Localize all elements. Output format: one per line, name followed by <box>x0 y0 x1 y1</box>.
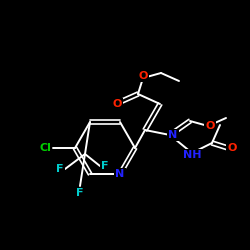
Text: O: O <box>138 71 148 81</box>
Text: N: N <box>168 130 177 140</box>
Text: N: N <box>116 169 124 179</box>
Text: NH: NH <box>183 150 201 160</box>
Text: Cl: Cl <box>39 143 51 153</box>
Text: O: O <box>205 121 215 131</box>
Text: F: F <box>101 161 109 171</box>
Text: F: F <box>76 188 84 198</box>
Text: O: O <box>112 99 122 109</box>
Text: O: O <box>227 143 237 153</box>
Text: F: F <box>56 164 64 174</box>
